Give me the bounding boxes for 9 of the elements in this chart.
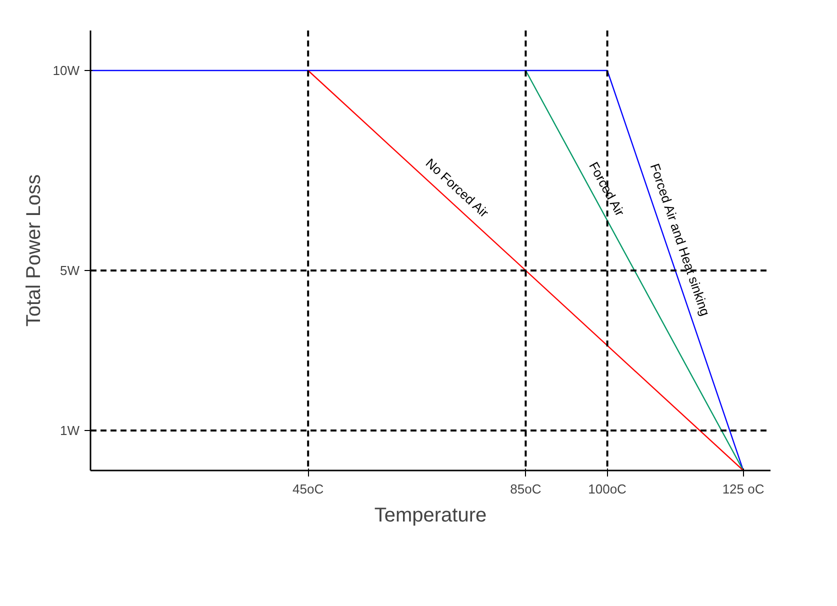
y-tick-label: 5W <box>60 263 80 278</box>
y-tick-label: 1W <box>60 423 80 438</box>
y-tick-label: 10W <box>52 63 80 78</box>
x-tick-label: 45oC <box>292 482 324 496</box>
x-tick-label: 100oC <box>588 482 626 496</box>
x-axis-title: Temperature <box>374 504 487 526</box>
x-tick-label: 125 oC <box>722 482 764 496</box>
y-axis-title: Total Power Loss <box>22 174 45 327</box>
x-tick-label: 85oC <box>510 482 542 496</box>
